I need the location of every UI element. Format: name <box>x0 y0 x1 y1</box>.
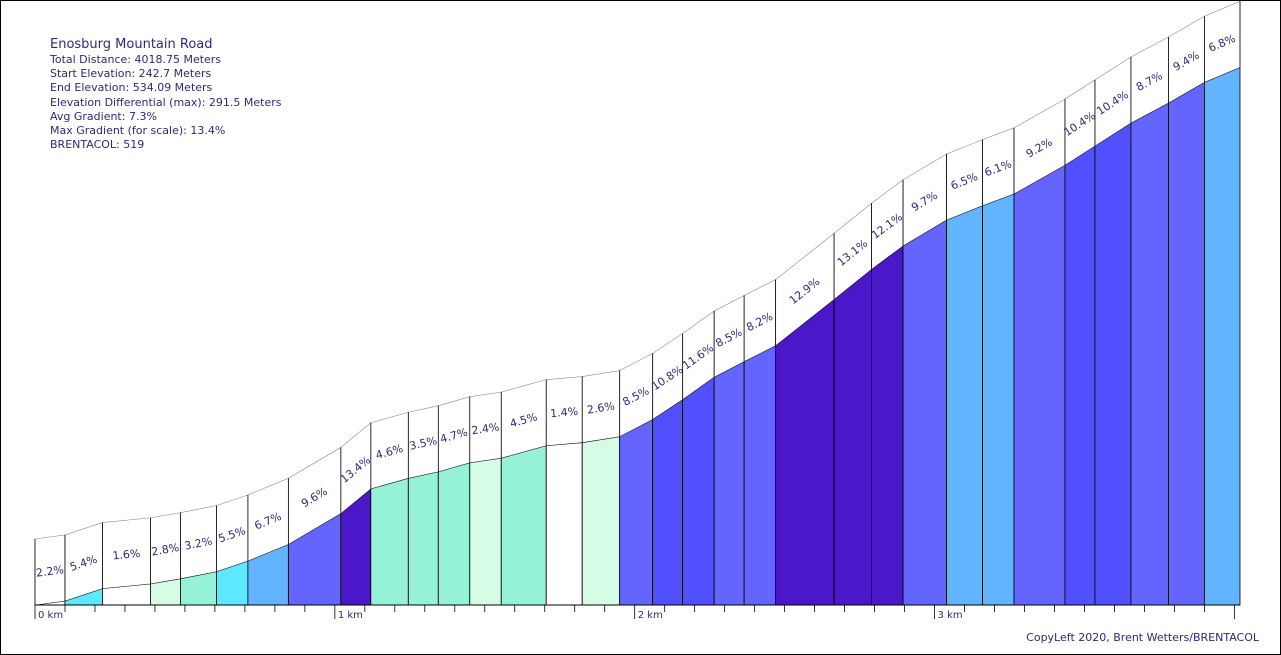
profile-segment-12 <box>437 462 471 606</box>
x-axis: 0 km 1 km 2 km 3 km <box>34 604 1240 621</box>
route-info-panel: Enosburg Mountain Road Total Distance: 4… <box>50 37 281 152</box>
end-elevation: End Elevation: 534.09 Meters <box>50 81 213 95</box>
profile-segment-10 <box>370 477 409 606</box>
profile-segment-11 <box>407 471 439 606</box>
profile-segment-23 <box>833 268 872 606</box>
profile-segment-31 <box>1130 102 1169 606</box>
route-title: Enosburg Mountain Road <box>50 37 213 52</box>
profile-segment-16 <box>581 436 621 606</box>
gradient-label-3: 1.6% <box>112 547 141 563</box>
profile-segment-29 <box>1064 145 1096 606</box>
gradient-label-15: 1.4% <box>550 405 579 420</box>
profile-segment-19 <box>682 376 715 606</box>
total-distance: Total Distance: 4018.75 Meters <box>50 53 222 66</box>
profile-segment-18 <box>652 398 684 606</box>
gradient-label-4: 2.8% <box>150 541 180 559</box>
brentacol-score: BRENTACOL: 519 <box>50 138 145 152</box>
profile-segment-14 <box>500 445 547 606</box>
gradient-label-bands: 2.2% 5.4% 1.6% 2.8% 3.2% 5.5%6.7%9.6%13.4%4.6… <box>34 0 1241 606</box>
profile-segment-20 <box>713 360 745 606</box>
profile-columns <box>34 66 1241 606</box>
gradient-label-16: 2.6% <box>586 399 616 416</box>
gradient-label-5: 3.2% <box>183 535 213 553</box>
copyright-credit: CopyLeft 2020, Brent Wetters/BRENTACOL <box>1026 631 1259 644</box>
profile-segment-27 <box>982 193 1015 606</box>
avg-gradient: Avg Gradient: 7.3% <box>50 109 157 123</box>
profile-segment-17 <box>619 418 654 606</box>
profile-segment-25 <box>902 219 947 606</box>
profile-segment-26 <box>946 205 983 606</box>
x-tick-label: 3 km <box>938 610 963 621</box>
profile-segment-33 <box>1203 66 1241 606</box>
x-tick-label: 0 km <box>38 610 63 621</box>
profile-segment-22 <box>775 298 835 606</box>
elevation-differential: Elevation Differential (max): 291.5 Mete… <box>50 95 282 109</box>
max-gradient: Max Gradient (for scale): 13.4% <box>50 124 226 138</box>
gradient-label-1: 2.2% <box>35 563 64 580</box>
x-tick-label: 1 km <box>338 610 363 621</box>
profile-segment-15 <box>545 442 583 606</box>
profile-segment-21 <box>743 344 777 606</box>
profile-segment-24 <box>871 245 904 606</box>
profile-segment-28 <box>1013 164 1066 606</box>
x-tick-label: 2 km <box>638 610 663 621</box>
profile-segment-30 <box>1094 122 1132 606</box>
profile-segment-13 <box>469 457 502 606</box>
profile-segment-32 <box>1168 81 1205 606</box>
gradient-label-13: 2.4% <box>471 420 501 437</box>
gradient-label-11: 3.5% <box>408 434 438 453</box>
start-elevation: Start Elevation: 242.7 Meters <box>50 67 212 81</box>
